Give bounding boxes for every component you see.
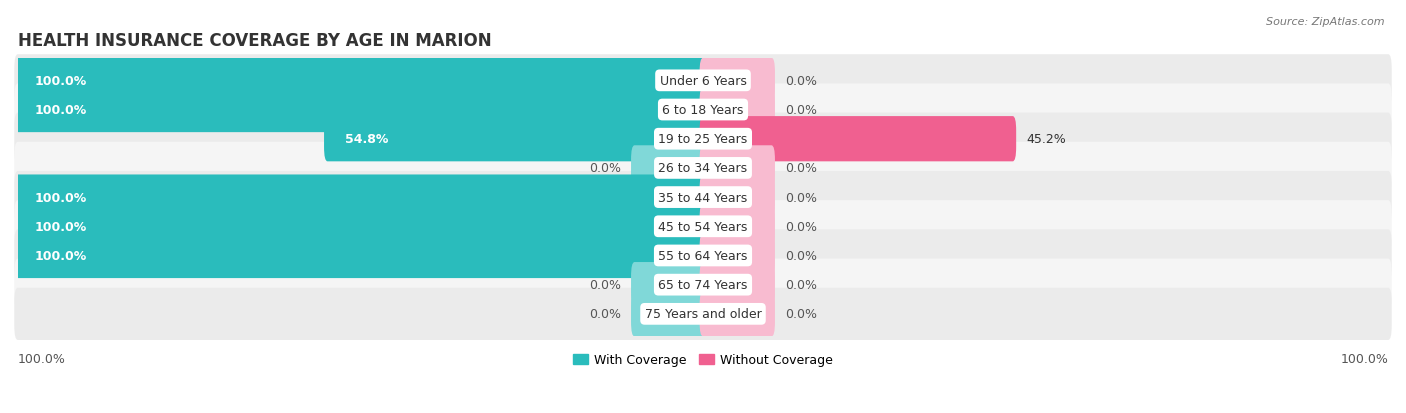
FancyBboxPatch shape (323, 117, 706, 162)
Text: 100.0%: 100.0% (35, 75, 87, 88)
FancyBboxPatch shape (14, 201, 1392, 253)
Text: 45 to 54 Years: 45 to 54 Years (658, 220, 748, 233)
Text: 0.0%: 0.0% (785, 308, 817, 320)
Text: 0.0%: 0.0% (785, 162, 817, 175)
Text: 100.0%: 100.0% (18, 352, 66, 365)
FancyBboxPatch shape (700, 146, 775, 191)
FancyBboxPatch shape (14, 175, 706, 220)
FancyBboxPatch shape (14, 113, 1392, 166)
FancyBboxPatch shape (700, 233, 775, 278)
FancyBboxPatch shape (631, 146, 706, 191)
FancyBboxPatch shape (14, 171, 1392, 224)
Text: 0.0%: 0.0% (785, 104, 817, 117)
Text: 6 to 18 Years: 6 to 18 Years (662, 104, 744, 117)
FancyBboxPatch shape (14, 204, 706, 249)
FancyBboxPatch shape (700, 59, 775, 104)
Text: 0.0%: 0.0% (785, 249, 817, 262)
Text: 19 to 25 Years: 19 to 25 Years (658, 133, 748, 146)
Text: 0.0%: 0.0% (589, 162, 621, 175)
Text: 55 to 64 Years: 55 to 64 Years (658, 249, 748, 262)
FancyBboxPatch shape (700, 262, 775, 308)
Text: Source: ZipAtlas.com: Source: ZipAtlas.com (1267, 17, 1385, 26)
Text: 26 to 34 Years: 26 to 34 Years (658, 162, 748, 175)
Text: 0.0%: 0.0% (785, 75, 817, 88)
FancyBboxPatch shape (14, 88, 706, 133)
Legend: With Coverage, Without Coverage: With Coverage, Without Coverage (568, 348, 838, 371)
Text: 45.2%: 45.2% (1026, 133, 1066, 146)
FancyBboxPatch shape (700, 88, 775, 133)
Text: 100.0%: 100.0% (35, 249, 87, 262)
Text: HEALTH INSURANCE COVERAGE BY AGE IN MARION: HEALTH INSURANCE COVERAGE BY AGE IN MARI… (18, 31, 491, 50)
FancyBboxPatch shape (14, 142, 1392, 195)
Text: 0.0%: 0.0% (785, 191, 817, 204)
FancyBboxPatch shape (14, 288, 1392, 340)
FancyBboxPatch shape (700, 117, 1017, 162)
Text: 54.8%: 54.8% (344, 133, 388, 146)
FancyBboxPatch shape (700, 292, 775, 337)
FancyBboxPatch shape (700, 204, 775, 249)
Text: 0.0%: 0.0% (589, 308, 621, 320)
Text: 100.0%: 100.0% (1340, 352, 1388, 365)
FancyBboxPatch shape (14, 230, 1392, 282)
Text: 100.0%: 100.0% (35, 191, 87, 204)
Text: 100.0%: 100.0% (35, 104, 87, 117)
Text: 100.0%: 100.0% (35, 220, 87, 233)
FancyBboxPatch shape (14, 233, 706, 278)
Text: 75 Years and older: 75 Years and older (644, 308, 762, 320)
FancyBboxPatch shape (14, 84, 1392, 136)
FancyBboxPatch shape (700, 175, 775, 220)
FancyBboxPatch shape (14, 259, 1392, 311)
Text: 0.0%: 0.0% (589, 278, 621, 292)
Text: 65 to 74 Years: 65 to 74 Years (658, 278, 748, 292)
Text: 0.0%: 0.0% (785, 278, 817, 292)
Text: Under 6 Years: Under 6 Years (659, 75, 747, 88)
FancyBboxPatch shape (14, 59, 706, 104)
FancyBboxPatch shape (14, 55, 1392, 107)
Text: 0.0%: 0.0% (785, 220, 817, 233)
FancyBboxPatch shape (631, 262, 706, 308)
Text: 35 to 44 Years: 35 to 44 Years (658, 191, 748, 204)
FancyBboxPatch shape (631, 292, 706, 337)
